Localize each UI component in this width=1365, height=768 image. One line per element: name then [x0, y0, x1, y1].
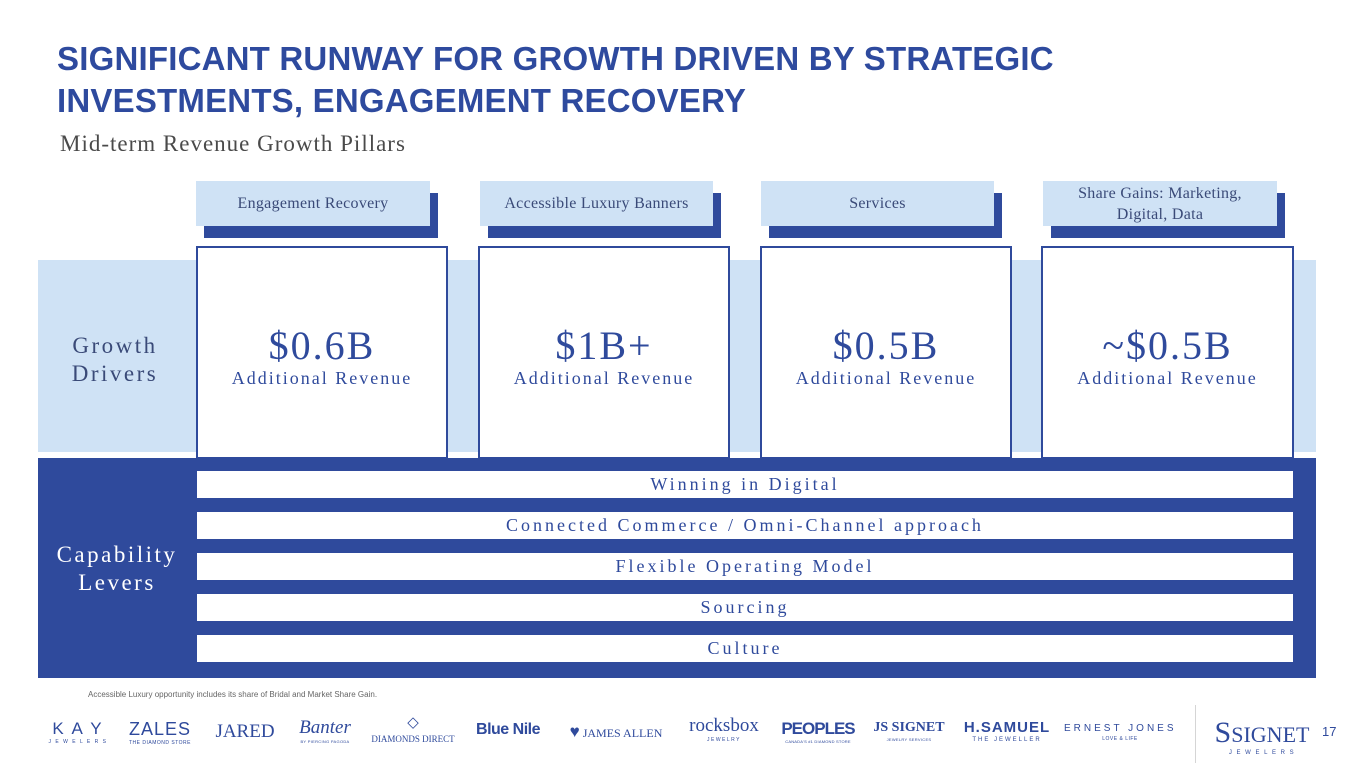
page-title: SIGNIFICANT RUNWAY FOR GROWTH DRIVEN BY … [57, 40, 1054, 119]
diamonds-direct-logo: ◇ DIAMONDS DIRECT [368, 716, 458, 744]
pillar-header-accessible-luxury: Accessible Luxury Banners [480, 181, 721, 238]
pillar-header-label: Services [761, 181, 994, 226]
blue-nile-logo: Blue Nile [476, 721, 540, 738]
revenue-caption: Additional Revenue [231, 368, 413, 388]
jared-logo: JARED [215, 721, 275, 742]
pillar-card-services: $0.5B Additional Revenue [760, 246, 1012, 459]
page-subtitle: Mid-term Revenue Growth Pillars [60, 131, 406, 156]
rocksbox-logo: rocksbox JEWELRY [689, 715, 759, 743]
pillar-header-label: Share Gains: Marketing, Digital, Data [1043, 181, 1277, 226]
h-samuel-logo: H.SAMUEL THE JEWELLER [963, 719, 1051, 743]
heart-icon: ♥ [569, 722, 580, 741]
lever-culture: Culture [197, 635, 1293, 662]
pillar-header-engagement-recovery: Engagement Recovery [196, 181, 438, 238]
james-allen-logo: ♥ JAMES ALLEN [569, 722, 663, 741]
signet-jewelers-logo: SSIGNET J E W E L E R S [1214, 716, 1310, 757]
ernest-jones-logo: ERNEST JONES LOVE & LIFE [1064, 723, 1177, 743]
pillar-header-label: Accessible Luxury Banners [480, 181, 713, 226]
revenue-amount: $0.6B [268, 323, 376, 368]
page-number: 17 [1322, 724, 1337, 739]
revenue-amount: $1B+ [555, 323, 653, 368]
banter-logo: Banter BY PIERCING PAGODA [299, 717, 351, 744]
pillar-header-share-gains: Share Gains: Marketing, Digital, Data [1043, 181, 1285, 238]
capability-levers-label: Capability Levers [56, 542, 178, 595]
logo-divider [1195, 705, 1196, 763]
pillar-card-accessible-luxury: $1B+ Additional Revenue [478, 246, 730, 459]
pillar-card-share-gains: ~$0.5B Additional Revenue [1041, 246, 1294, 459]
pillar-card-engagement-recovery: $0.6B Additional Revenue [196, 246, 448, 459]
kay-logo: K A Y J E W E L E R S [48, 719, 108, 745]
revenue-amount: ~$0.5B [1102, 323, 1233, 368]
peoples-logo: PEOPLES CANADA'S #1 DIAMOND STORE [781, 719, 855, 744]
lever-winning-in-digital: Winning in Digital [197, 471, 1293, 498]
lever-connected-commerce: Connected Commerce / Omni-Channel approa… [197, 512, 1293, 539]
zales-logo: ZALES THE DIAMOND STORE [128, 719, 192, 746]
pillar-header-services: Services [761, 181, 1002, 238]
revenue-caption: Additional Revenue [513, 368, 695, 388]
signet-jewelry-services-logo: JS SIGNET JEWELRY SERVICES [873, 720, 945, 743]
lever-sourcing: Sourcing [197, 594, 1293, 621]
pillar-header-label: Engagement Recovery [196, 181, 430, 226]
revenue-caption: Additional Revenue [1077, 368, 1258, 388]
revenue-caption: Additional Revenue [795, 368, 977, 388]
growth-drivers-label: Growth Drivers [71, 333, 159, 386]
diamond-icon: ◇ [407, 715, 419, 731]
lever-flexible-operating-model: Flexible Operating Model [197, 553, 1293, 580]
revenue-amount: $0.5B [832, 323, 940, 368]
footnote: Accessible Luxury opportunity includes i… [88, 690, 378, 699]
